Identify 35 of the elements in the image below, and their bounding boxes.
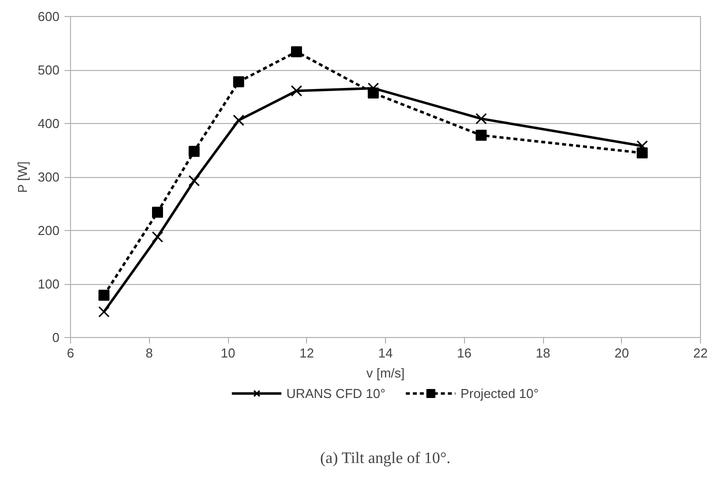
point — [152, 231, 164, 243]
y-tick-label: 300 — [38, 170, 60, 184]
x-tick-label: 14 — [378, 346, 393, 360]
x-tick-label: 12 — [300, 346, 314, 360]
point — [368, 82, 379, 94]
x-tick-label: 10 — [220, 346, 236, 360]
y-tick-label: 500 — [38, 62, 60, 78]
point — [475, 112, 487, 124]
point — [98, 306, 110, 318]
point — [291, 46, 302, 58]
point — [233, 76, 244, 88]
point — [152, 206, 164, 218]
x-tick-label: 18 — [536, 346, 550, 360]
y-axis-title: P [W] — [14, 161, 30, 193]
text: (a) Tilt angle of 10°. — [320, 450, 451, 467]
x-tick-label: 22 — [693, 346, 708, 360]
y-tick-label: 200 — [38, 223, 60, 238]
y-tick-label: 0 — [52, 330, 60, 345]
y-tick-label: 600 — [38, 9, 60, 24]
x-tick-label: 16 — [457, 346, 472, 360]
x-axis-title: v [m/s] — [366, 366, 405, 380]
x-tick-label: 20 — [614, 346, 629, 360]
legend-label: Projected 10° — [460, 386, 539, 400]
point — [188, 175, 200, 186]
y-tick-label: 400 — [38, 116, 60, 131]
point — [476, 130, 487, 141]
point — [290, 85, 302, 97]
point — [188, 146, 200, 157]
legend-label: URANS CFD 10° — [286, 386, 386, 400]
point — [98, 290, 110, 301]
x-tick-label: 8 — [146, 346, 153, 360]
x-tick-label: 6 — [66, 346, 74, 360]
y-tick-label: 100 — [38, 276, 60, 292]
point — [636, 140, 648, 152]
point — [232, 114, 244, 126]
